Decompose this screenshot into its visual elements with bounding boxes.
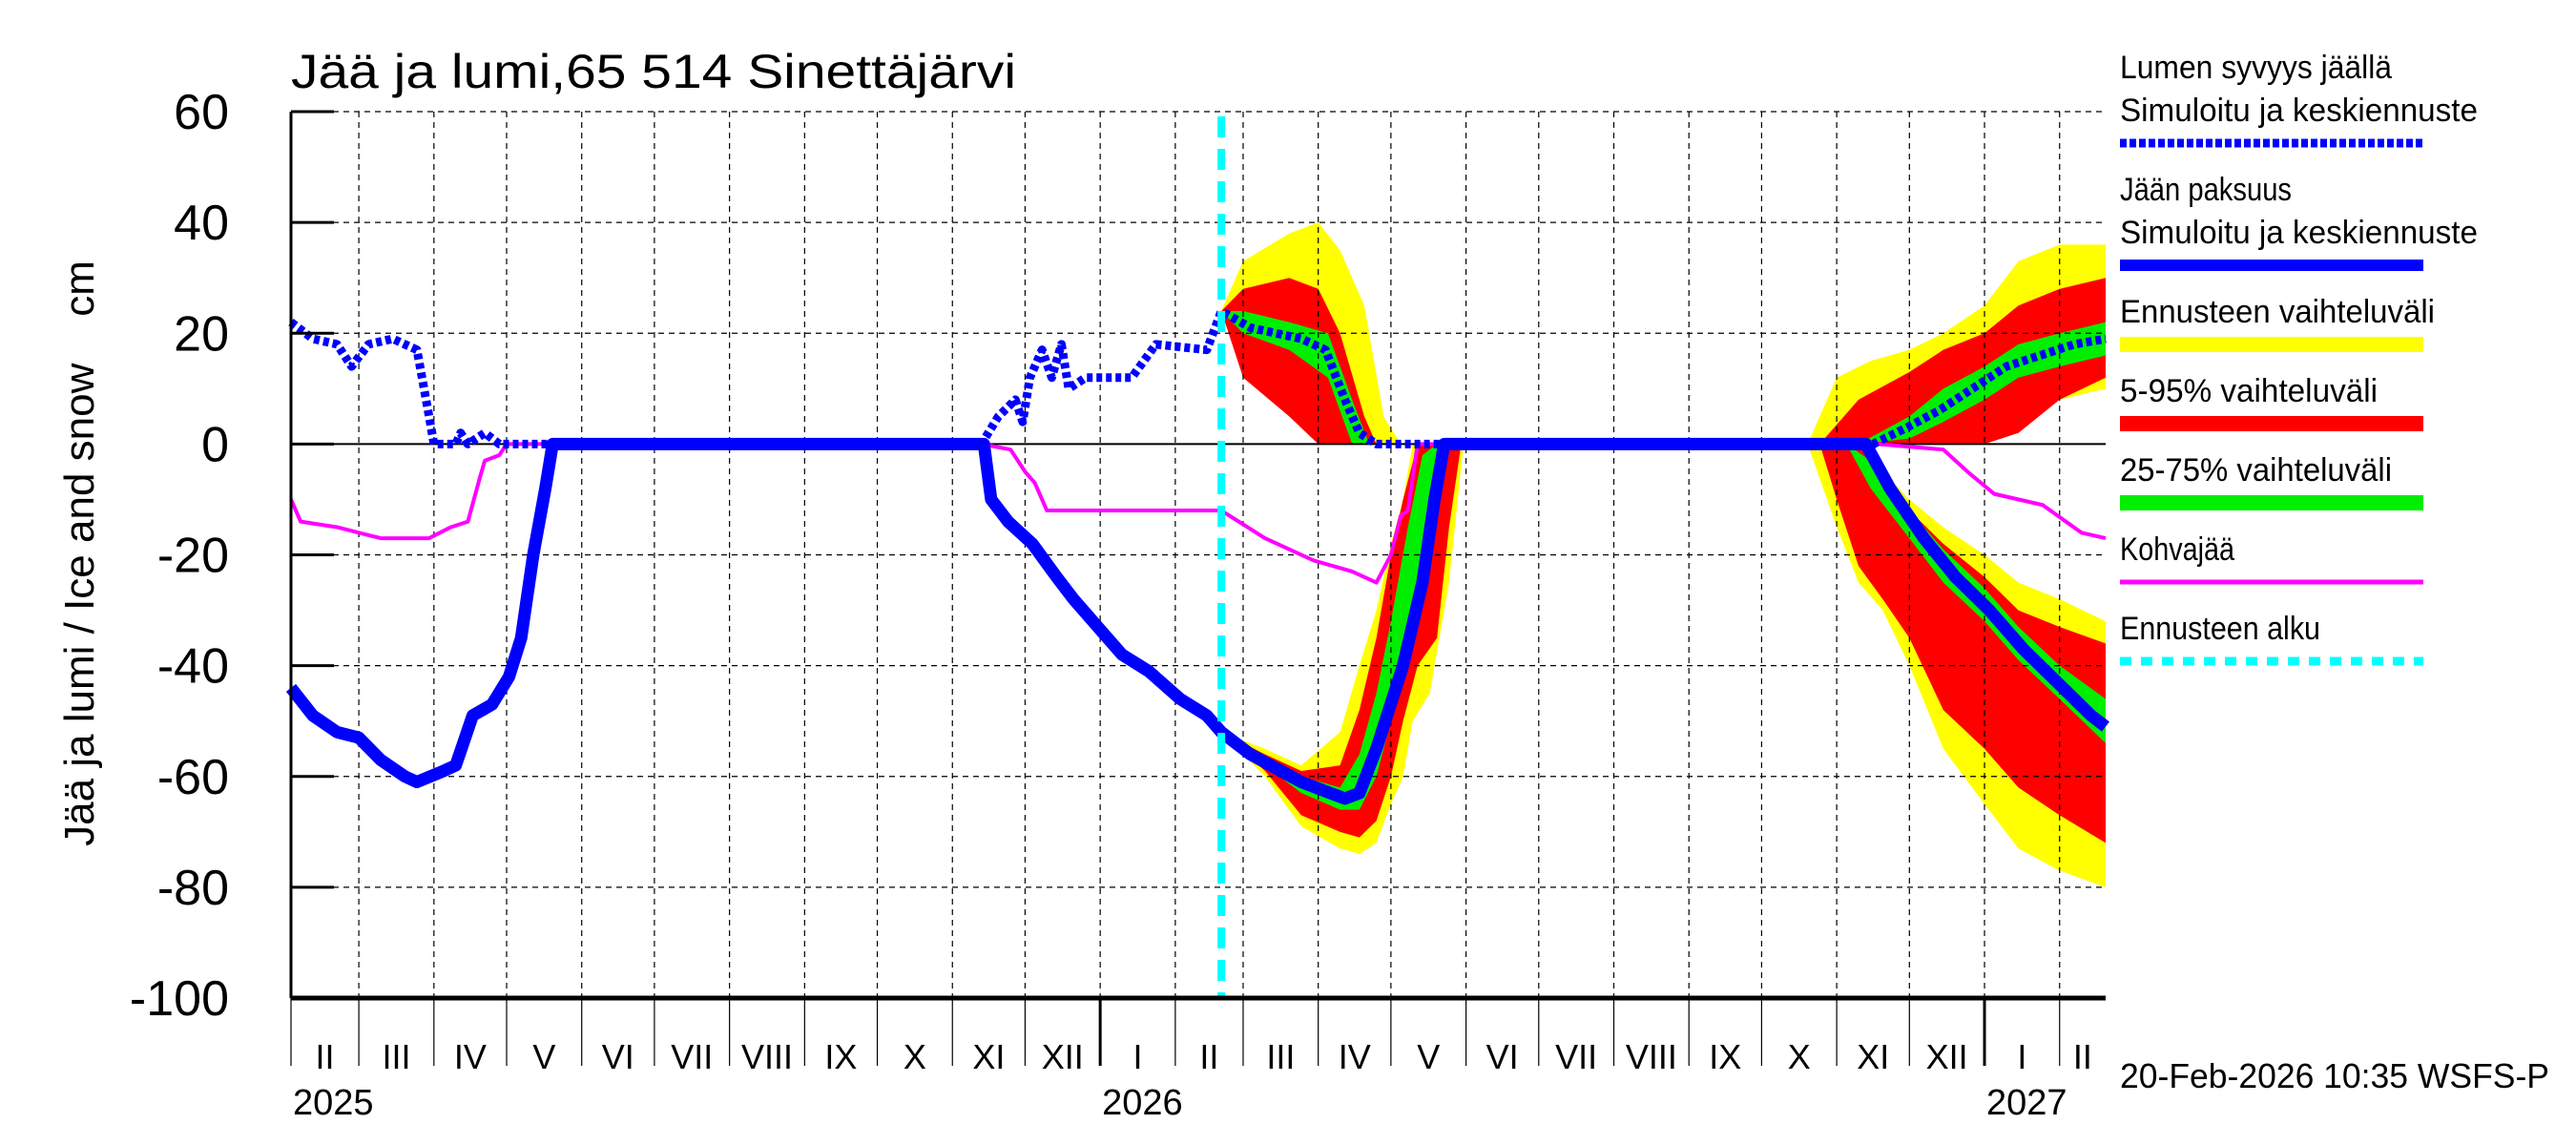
month-label: III [1266,1037,1295,1076]
series-dotted-line [288,306,2107,448]
legend-label: 5-95% vaihteluväli [2120,373,2378,409]
y-tick-label: 20 [174,306,229,362]
y-tick-label: 0 [201,417,229,472]
chart-title: Jää ja lumi,65 514 Sinettäjärvi [291,45,1016,98]
band-p5-95-3 [1819,444,2106,843]
month-label: VII [1555,1037,1597,1076]
month-label: IV [1339,1037,1371,1076]
month-label: VII [671,1037,713,1076]
y-axis-label: Jää ja lumi / Ice and snow cm [56,260,103,846]
series-thin-line [289,442,2107,585]
legend-label: Jään paksuus [2120,172,2292,208]
y-tick-label: -80 [157,861,229,916]
month-label: X [904,1037,926,1076]
month-label: VIII [1626,1037,1677,1076]
legend: Lumen syvyys jäällä Simuloitu ja keskienn… [2120,50,2478,666]
series-solid-line [285,437,2109,805]
y-tick-label: -40 [157,639,229,695]
series-lines [285,116,2109,998]
y-tick-label: -20 [157,529,229,584]
month-label: V [532,1037,555,1076]
month-label: V [1417,1037,1440,1076]
grid [291,111,2106,998]
month-label: I [1133,1037,1143,1076]
y-tick-label: 40 [174,196,229,251]
year-label: 2026 [1102,1083,1183,1123]
legend-label: Lumen syvyys jäällä [2120,50,2392,86]
legend-label: Simuloitu ja keskiennuste [2120,215,2478,251]
y-tick-label: -60 [157,750,229,805]
band-p5-95-1 [1221,444,1462,838]
month-label: II [2073,1037,2092,1076]
month-label: XII [1042,1037,1084,1076]
month-label: IX [1709,1037,1741,1076]
band-p5-95-2 [1819,278,2106,445]
y-tick-label: 60 [174,85,229,140]
legend-label: Ennusteen alku [2120,611,2320,647]
month-label: XII [1926,1037,1968,1076]
month-label: IV [454,1037,487,1076]
month-label: II [1199,1037,1218,1076]
month-label: III [382,1037,410,1076]
footer-timestamp: 20-Feb-2026 10:35 WSFS-P [2120,1056,2549,1095]
month-label: XI [1857,1037,1889,1076]
month-label: VI [1486,1037,1519,1076]
legend-label: Kohvajää [2120,531,2234,568]
legend-label: 25-75% vaihteluväli [2120,452,2392,489]
legend-label: Ennusteen vaihteluväli [2120,294,2435,330]
year-label: 2027 [1986,1083,2067,1123]
y-tick-label: -100 [130,971,229,1027]
month-label: I [2017,1037,2026,1076]
month-label: XI [972,1037,1005,1076]
legend-label: Simuloitu ja keskiennuste [2120,93,2478,129]
month-label: II [316,1037,335,1076]
month-label: X [1788,1037,1811,1076]
month-label: IX [824,1037,857,1076]
month-label: VI [602,1037,634,1076]
axes: II III IV V VI VII VIII IX X XI XII I II III IV V VI VII V… [130,85,2106,1123]
year-label: 2025 [293,1083,374,1123]
month-label: VIII [741,1037,793,1076]
